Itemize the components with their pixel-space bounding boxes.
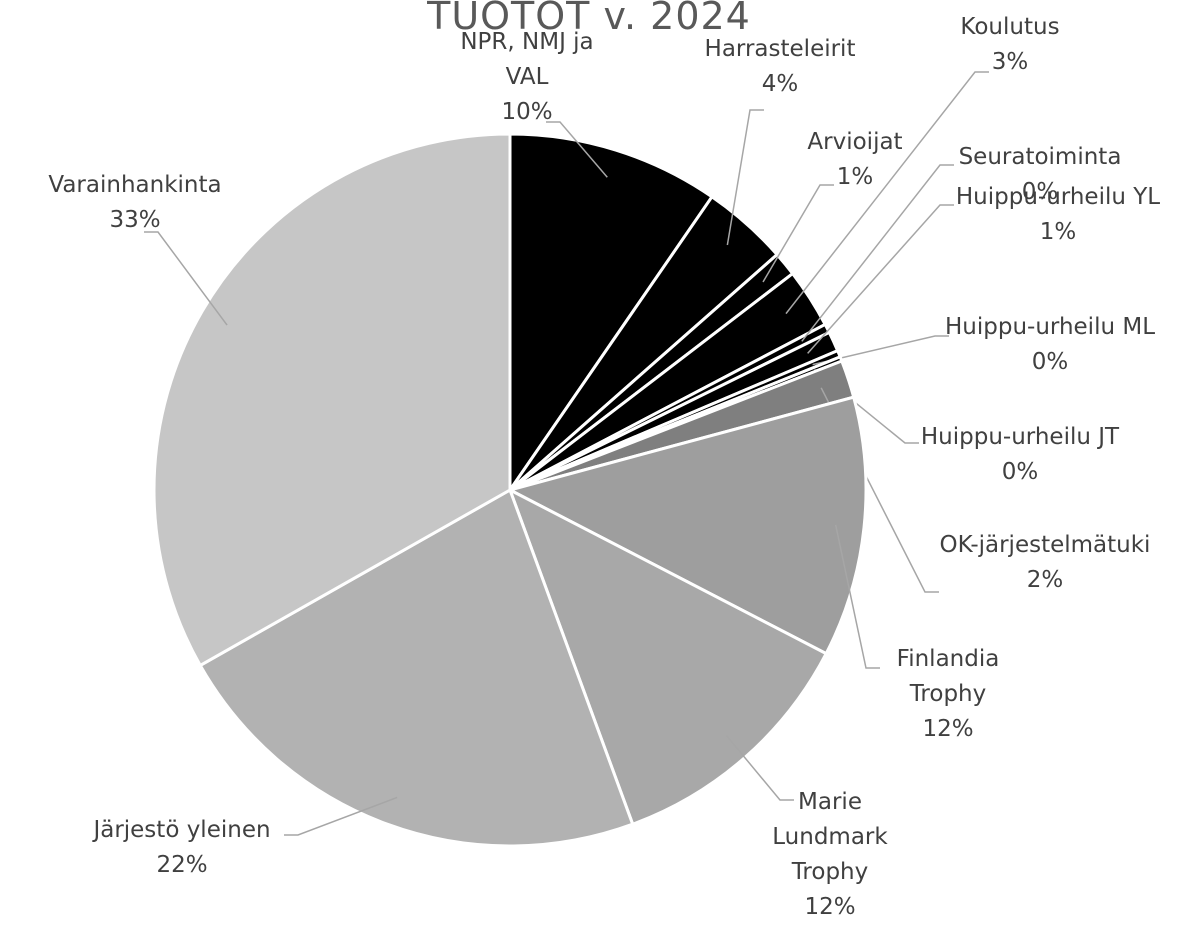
slice-label: Koulutus 3% [930,10,1090,80]
slice-label: Finlandia Trophy 12% [873,642,1023,747]
category-label: Huippu-urheilu ML [944,314,1156,340]
category-label: Koulutus [960,14,1060,40]
value-label: 12% [922,716,974,742]
slice-label: Huippu-urheilu JT 0% [905,420,1135,490]
slice-label: Harrasteleirit 4% [690,32,870,102]
category-label: OK-järjestelmätuki [939,532,1151,558]
leader-line [726,735,794,801]
value-label: 0% [1021,179,1059,205]
value-label: 12% [804,894,856,920]
slice-label: Järjestö yleinen 22% [52,813,312,883]
pie-slice [508,132,715,495]
leader-line [807,204,954,354]
leader-line [801,164,954,342]
value-label: 0% [1001,459,1039,485]
slice-label: Marie Lundmark Trophy 12% [755,785,905,925]
pie-slice [507,486,829,827]
value-label: 0% [1031,349,1069,375]
category-label: Järjestö yleinen [93,817,271,843]
pie-slice [152,132,512,668]
leader-line [834,524,880,669]
slice-label: Varainhankinta 33% [5,168,265,238]
slice-label: Huippu-urheilu YL 1% [943,180,1173,250]
value-label: 2% [1026,567,1064,593]
leader-line [546,121,608,178]
value-label: 3% [991,49,1029,75]
category-label: Marie Lundmark Trophy [772,789,888,885]
leader-line [284,796,398,836]
slice-label: Seuratoiminta 0% [930,140,1150,210]
category-label: NPR, NMJ ja VAL [460,29,594,90]
value-label: 22% [156,852,208,878]
category-label: Harrasteleirit [704,36,856,62]
chart-title: TUOTOT v. 2024 [427,0,751,38]
category-label: Huippu-urheilu YL [955,184,1161,210]
value-label: 33% [109,207,161,233]
pie-slice [198,487,635,848]
category-label: Arvioijat [807,129,903,155]
value-label: 10% [501,99,553,125]
leader-line [785,71,989,315]
value-label: 1% [1039,219,1077,245]
leader-line [726,109,764,246]
slice-label: Arvioijat 1% [775,125,935,195]
leader-line [144,231,228,326]
value-label: 1% [836,164,874,190]
value-label: 4% [761,71,799,97]
category-label: Varainhankinta [48,172,222,198]
slice-label: NPR, NMJ ja VAL 10% [445,25,610,130]
slice-label: Huippu-urheilu ML 0% [935,310,1165,380]
category-label: Huippu-urheilu JT [920,424,1120,450]
leader-line [762,184,834,283]
slice-label: OK-järjestelmätuki 2% [935,528,1155,598]
category-label: Finlandia Trophy [896,646,1000,707]
pie-slice [505,395,868,656]
category-label: Seuratoiminta [958,144,1122,170]
leader-line [812,335,949,366]
